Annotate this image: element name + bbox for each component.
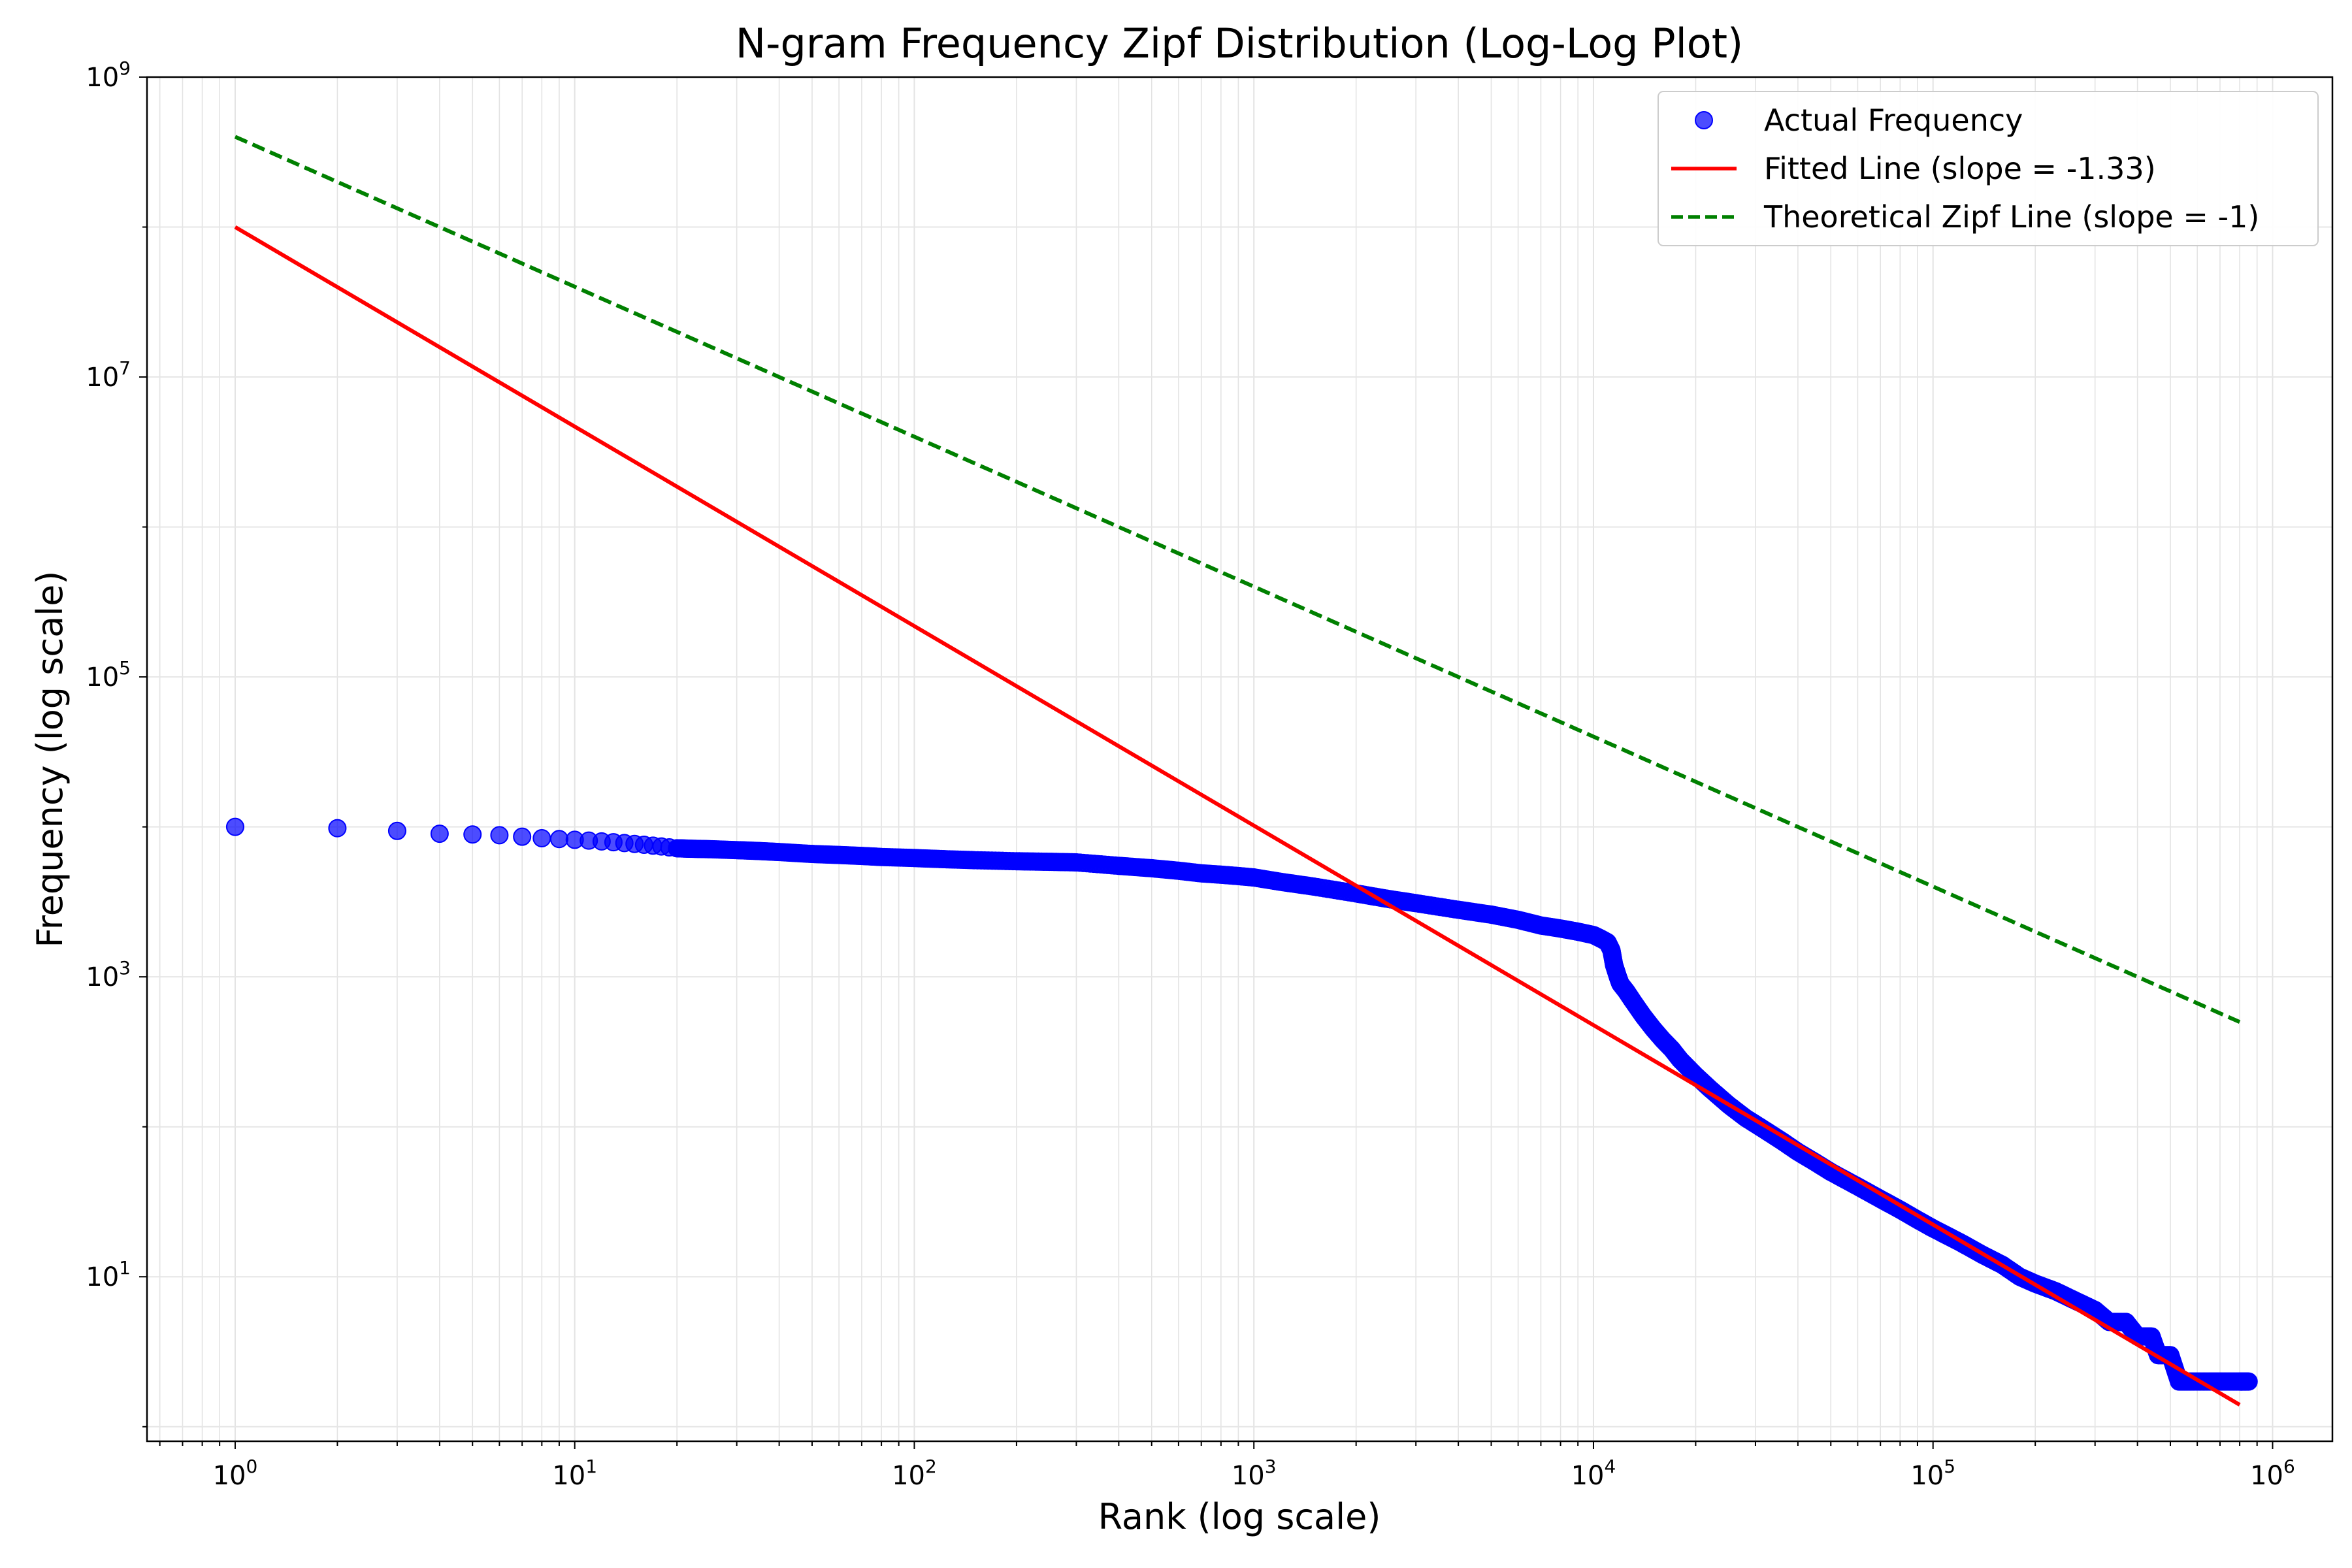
- y-tick-label: 103: [86, 957, 131, 992]
- data-point: [490, 826, 509, 845]
- data-point: [430, 825, 449, 843]
- fitted-line: [234, 225, 2241, 1407]
- data-point: [387, 821, 406, 840]
- data-point: [513, 827, 532, 846]
- x-tick-label: 104: [1571, 1456, 1616, 1491]
- data-point: [328, 819, 347, 838]
- x-tick-label: 101: [552, 1456, 597, 1491]
- legend-label-fitted: Fitted Line (slope = -1.33): [1764, 151, 2156, 186]
- y-tick-label: 107: [86, 357, 131, 393]
- x-tick-label: 105: [1910, 1456, 1955, 1491]
- x-tick-label: 103: [1232, 1456, 1277, 1491]
- data-point: [2239, 1372, 2258, 1391]
- ticks: 100 101 102 103 104 105 106 101 103 105 107 109: [86, 57, 2295, 1491]
- legend-label-actual: Actual Frequency: [1764, 103, 2023, 138]
- legend: Actual Frequency Fitted Line (slope = -1…: [1658, 91, 2319, 246]
- x-tick-label: 106: [2250, 1456, 2295, 1491]
- theoretical-zipf-line: [234, 135, 2241, 1024]
- x-tick-label: 102: [892, 1456, 937, 1491]
- legend-box: [1658, 91, 2319, 246]
- plot-frame: [146, 76, 2334, 1443]
- data-point: [463, 825, 482, 844]
- chart-title: N-gram Frequency Zipf Distribution (Log-…: [736, 20, 1744, 67]
- legend-label-theoretical: Theoretical Zipf Line (slope = -1): [1763, 199, 2259, 235]
- series: [225, 135, 2258, 1407]
- y-tick-label: 109: [86, 57, 131, 93]
- y-tick-label: 105: [86, 657, 131, 693]
- y-tick-label: 101: [86, 1257, 131, 1292]
- data-point: [549, 830, 568, 849]
- grid: [147, 76, 2332, 1441]
- legend-marker-actual: [1695, 111, 1713, 129]
- data-point: [225, 817, 244, 836]
- y-axis-label: Frequency (log scale): [29, 571, 71, 948]
- x-tick-label: 100: [213, 1456, 258, 1491]
- x-axis-label: Rank (log scale): [1098, 1496, 1381, 1537]
- data-point: [532, 829, 551, 848]
